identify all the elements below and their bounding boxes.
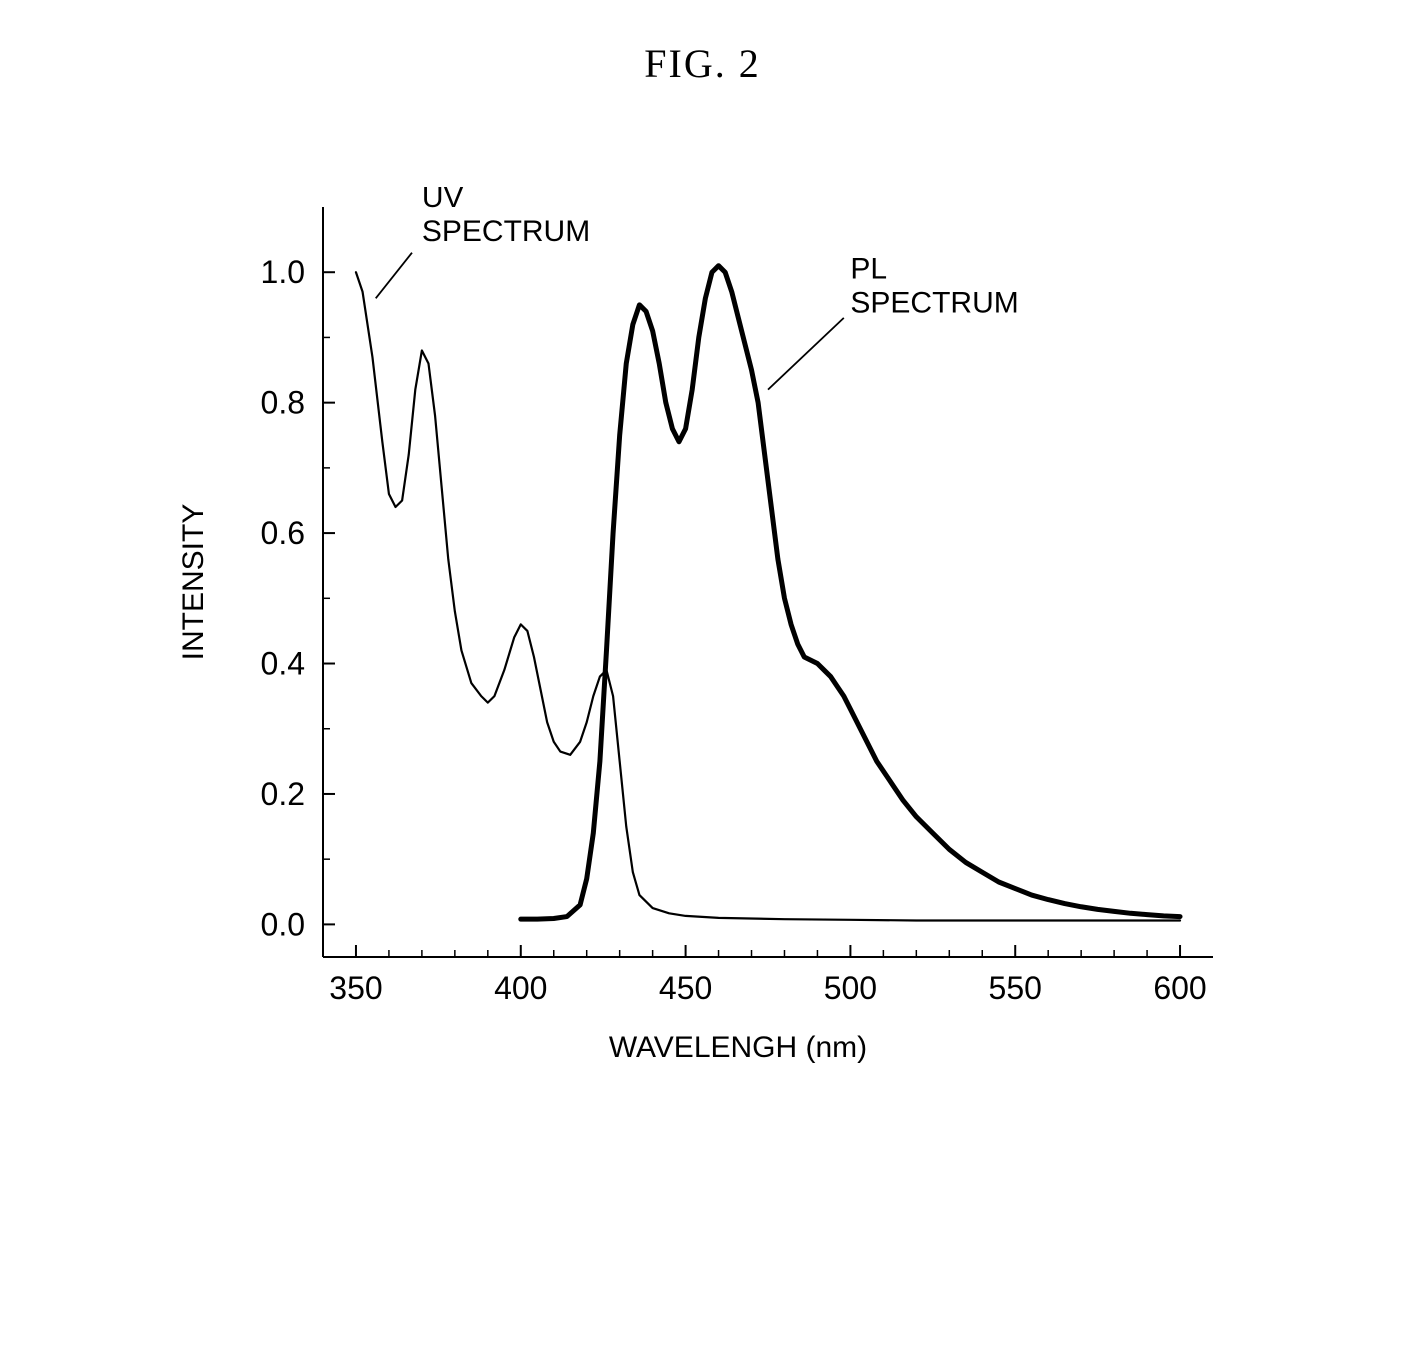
ytick-label: 0.0 (260, 906, 304, 942)
series-label: SPECTRUM (421, 215, 589, 248)
figure-container: FIG. 2 350 400 450 500 550 600 0.0 0.2 0.4 0.6 0.8… (40, 40, 1365, 1087)
xtick-label: 400 (494, 970, 547, 1006)
series-pl-spectrum (520, 266, 1179, 919)
series-label: UV (421, 187, 463, 214)
ytick-label: 0.8 (260, 385, 304, 421)
ytick-label: 0.2 (260, 776, 304, 812)
y-axis-label: INTENSITY (177, 504, 210, 661)
leader-line (768, 318, 844, 390)
series-label: SPECTRUM (850, 287, 1018, 320)
chart-wrapper: 350 400 450 500 550 600 0.0 0.2 0.4 0.6 0.8 1.0 WAVE… (153, 187, 1253, 1087)
series-label: PL (850, 253, 887, 286)
x-axis-label: WAVELENGH (nm) (608, 1031, 866, 1064)
figure-title: FIG. 2 (40, 40, 1365, 87)
xtick-label: 450 (658, 970, 711, 1006)
ytick-label: 0.4 (260, 646, 304, 682)
ytick-label: 1.0 (260, 254, 304, 290)
spectrum-chart: 350 400 450 500 550 600 0.0 0.2 0.4 0.6 0.8 1.0 WAVE… (153, 187, 1253, 1087)
series-uv-spectrum (355, 272, 1179, 920)
leader-line (375, 253, 411, 299)
xtick-label: 550 (988, 970, 1041, 1006)
xtick-label: 500 (823, 970, 876, 1006)
xtick-label: 600 (1153, 970, 1206, 1006)
ytick-label: 0.6 (260, 515, 304, 551)
xtick-label: 350 (329, 970, 382, 1006)
